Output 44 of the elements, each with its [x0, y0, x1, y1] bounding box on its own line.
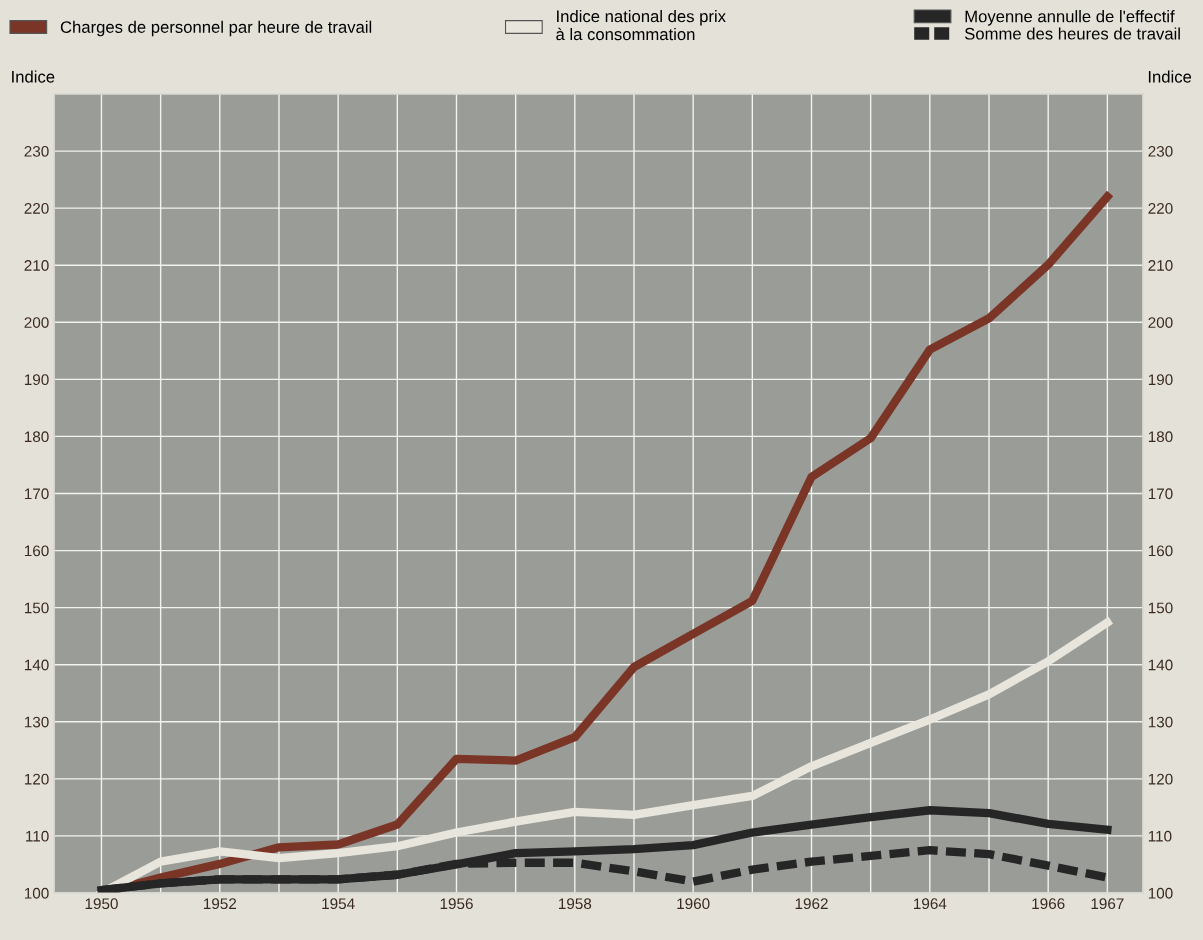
y-tick-label: 170: [24, 488, 49, 500]
y2-tick-label: 110: [1148, 830, 1172, 842]
y2-tick-label: 140: [1148, 659, 1173, 671]
y-tick-label: 120: [24, 773, 49, 785]
y2-tick-label: 130: [1148, 716, 1173, 728]
legend-label: Somme des heures de travail: [964, 27, 1180, 40]
y2-tick-label: 200: [1148, 317, 1173, 328]
y-tick-label: 100: [24, 887, 49, 899]
y2-tick-label: 180: [1148, 431, 1173, 443]
x-tick-label: 1956: [440, 898, 473, 910]
y2-tick-label: 230: [1148, 145, 1173, 157]
legend-label: Charges de personnel par heure de travail: [60, 20, 372, 37]
x-tick-label: 1964: [914, 898, 947, 910]
y-tick-label: 110: [26, 830, 49, 842]
legend-label: Indice national des prix à la consommation: [556, 10, 726, 41]
x-tick-label: 1962: [795, 898, 828, 910]
y-tick-label: 220: [24, 203, 49, 214]
x-tick-label: 1967: [1091, 898, 1124, 910]
x-tick-label: 1954: [322, 898, 355, 910]
y-tick-label: 130: [24, 716, 49, 728]
y2-tick-label: 160: [1148, 545, 1173, 557]
y-tick-label: 200: [24, 317, 49, 328]
y2-tick-label: 170: [1148, 488, 1173, 500]
y-tick-label: 210: [24, 260, 49, 271]
y-tick-label: 160: [24, 545, 49, 557]
y2-tick-label: 150: [1148, 602, 1173, 614]
y-tick-label: 230: [24, 145, 49, 157]
y2-tick-label: 100: [1148, 887, 1173, 899]
y-axis-title: Indice: [12, 70, 55, 83]
y-tick-label: 180: [24, 431, 49, 443]
y2-axis-title: Indice: [1148, 70, 1192, 83]
y-tick-label: 190: [24, 374, 49, 386]
x-tick-label: 1950: [85, 898, 118, 910]
x-tick-label: 1952: [203, 898, 237, 910]
x-tick-label: 1966: [1032, 898, 1065, 910]
y2-tick-label: 190: [1148, 374, 1173, 386]
x-tick-label: 1960: [677, 898, 710, 910]
x-tick-label: 1958: [559, 898, 592, 910]
y2-tick-label: 120: [1148, 773, 1173, 785]
y-tick-label: 140: [24, 659, 49, 671]
y2-tick-label: 210: [1148, 260, 1173, 271]
legend-label: Moyenne annulle de l'effectif: [965, 10, 1175, 26]
y-tick-label: 150: [24, 602, 49, 614]
y2-tick-label: 220: [1148, 203, 1173, 214]
